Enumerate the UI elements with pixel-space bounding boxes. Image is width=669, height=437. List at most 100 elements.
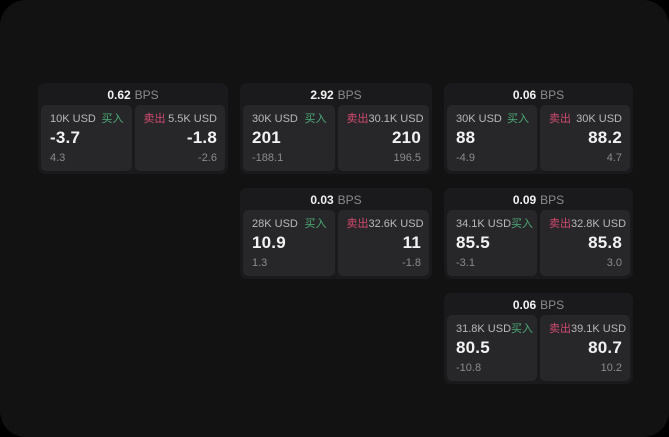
buy-delta: -4.9	[456, 152, 475, 164]
sell-delta: 4.7	[606, 152, 622, 164]
card-header: 0.06 BPS	[447, 296, 630, 315]
buy-size-label: 30K USD	[252, 113, 298, 125]
card-header: 2.92 BPS	[243, 86, 429, 105]
sell-tile[interactable]: 卖出 39.1K USD 80.7 10.2	[540, 315, 630, 381]
buy-side-label: 买入	[511, 218, 534, 230]
sell-delta: -1.8	[402, 257, 421, 269]
sell-delta: 10.2	[600, 362, 622, 374]
buy-tile-header: 30K USD 买入	[252, 113, 327, 125]
spread-bps-unit: BPS	[134, 88, 159, 102]
sell-tile[interactable]: 卖出 30K USD 88.2 4.7	[540, 105, 630, 171]
sell-price: 210	[392, 128, 421, 147]
sell-side-label: 卖出	[143, 113, 166, 125]
sell-tile-header: 卖出 32.8K USD	[549, 218, 626, 230]
sell-tile[interactable]: 卖出 30.1K USD 210 196.5	[337, 105, 429, 171]
buy-tile[interactable]: 30K USD 买入 201 -188.1	[243, 105, 335, 171]
buy-tile[interactable]: 28K USD 买入 10.9 1.3	[243, 210, 335, 276]
buy-delta: -188.1	[252, 152, 284, 164]
sell-tile[interactable]: 卖出 5.5K USD -1.8 -2.6	[134, 105, 225, 171]
buy-size-label: 28K USD	[252, 218, 298, 230]
sell-side-label: 卖出	[346, 218, 369, 230]
sell-size-label: 39.1K USD	[571, 323, 627, 335]
buy-tile-header: 30K USD 买入	[456, 113, 529, 125]
buy-price: 85.5	[456, 233, 490, 252]
sell-size-label: 32.6K USD	[368, 218, 424, 230]
price-card: 2.92 BPS 30K USD 买入 201 -188.1 卖出 30.1K …	[240, 83, 432, 174]
card-header: 0.06 BPS	[447, 86, 630, 105]
buy-side-label: 买入	[101, 113, 124, 125]
spread-bps-unit: BPS	[337, 88, 362, 102]
sell-delta: 3.0	[606, 257, 622, 269]
buy-size-label: 31.8K USD	[456, 323, 512, 335]
price-card: 0.09 BPS 34.1K USD 买入 85.5 -3.1 卖出 32.8K…	[444, 188, 633, 279]
buy-side-label: 买入	[507, 113, 529, 125]
buy-size-label: 10K USD	[50, 113, 96, 125]
sell-tile[interactable]: 卖出 32.8K USD 85.8 3.0	[540, 210, 630, 276]
sell-size-label: 30K USD	[576, 113, 622, 125]
buy-sell-panels: 10K USD 买入 -3.7 4.3 卖出 5.5K USD -1.8 -2.…	[41, 105, 225, 171]
spread-bps-value: 2.92	[310, 88, 334, 102]
buy-size-label: 30K USD	[456, 113, 502, 125]
buy-size-label: 34.1K USD	[456, 218, 512, 230]
sell-side-label: 卖出	[549, 218, 571, 230]
price-card: 0.06 BPS 31.8K USD 买入 80.5 -10.8 卖出 39.1…	[444, 293, 633, 384]
sell-tile[interactable]: 卖出 32.6K USD 11 -1.8	[337, 210, 429, 276]
sell-price: -1.8	[186, 128, 217, 147]
buy-tile[interactable]: 34.1K USD 买入 85.5 -3.1	[447, 210, 537, 276]
buy-price: -3.7	[50, 128, 81, 147]
buy-tile-header: 31.8K USD 买入	[456, 323, 533, 335]
sell-size-label: 32.8K USD	[571, 218, 627, 230]
sell-side-label: 卖出	[549, 323, 571, 335]
sell-price: 85.8	[588, 233, 622, 252]
spread-bps-value: 0.06	[512, 298, 537, 312]
sell-price: 80.7	[588, 338, 622, 357]
sell-size-label: 30.1K USD	[368, 113, 424, 125]
sell-side-label: 卖出	[549, 113, 571, 125]
sell-tile-header: 卖出 5.5K USD	[144, 113, 218, 125]
buy-delta: 1.3	[252, 257, 268, 269]
buy-delta: -3.1	[456, 257, 475, 269]
spread-bps-unit: BPS	[540, 193, 565, 207]
buy-sell-panels: 30K USD 买入 88 -4.9 卖出 30K USD 88.2 4.7	[447, 105, 630, 171]
buy-delta: 4.3	[50, 152, 66, 164]
sell-tile-header: 卖出 30K USD	[549, 113, 622, 125]
price-card: 0.03 BPS 28K USD 买入 10.9 1.3 卖出 32.6K US…	[240, 188, 432, 279]
price-card: 0.62 BPS 10K USD 买入 -3.7 4.3 卖出 5.5K USD…	[38, 83, 228, 174]
buy-side-label: 买入	[511, 323, 534, 335]
spread-bps-unit: BPS	[337, 193, 362, 207]
buy-tile-header: 34.1K USD 买入	[456, 218, 533, 230]
buy-sell-panels: 31.8K USD 买入 80.5 -10.8 卖出 39.1K USD 80.…	[447, 315, 630, 381]
sell-delta: -2.6	[198, 152, 217, 164]
spread-bps-unit: BPS	[540, 298, 565, 312]
buy-tile-header: 28K USD 买入	[252, 218, 327, 230]
card-header: 0.62 BPS	[41, 86, 225, 105]
spread-bps-unit: BPS	[540, 88, 565, 102]
buy-tile-header: 10K USD 买入	[50, 113, 124, 125]
sell-tile-header: 卖出 39.1K USD	[549, 323, 626, 335]
sell-size-label: 5.5K USD	[168, 113, 217, 125]
spread-bps-value: 0.09	[512, 193, 537, 207]
sell-price: 11	[402, 233, 421, 252]
cards-grid: 0.62 BPS 10K USD 买入 -3.7 4.3 卖出 5.5K USD…	[38, 83, 633, 384]
price-card: 0.06 BPS 30K USD 买入 88 -4.9 卖出 30K USD 8…	[444, 83, 633, 174]
buy-side-label: 买入	[304, 113, 327, 125]
spread-bps-value: 0.06	[512, 88, 537, 102]
sell-tile-header: 卖出 32.6K USD	[346, 218, 424, 230]
sell-side-label: 卖出	[346, 113, 369, 125]
buy-tile[interactable]: 31.8K USD 买入 80.5 -10.8	[447, 315, 537, 381]
buy-price: 88	[456, 128, 476, 147]
buy-price: 80.5	[456, 338, 490, 357]
buy-sell-panels: 30K USD 买入 201 -188.1 卖出 30.1K USD 210 1…	[243, 105, 429, 171]
buy-sell-panels: 28K USD 买入 10.9 1.3 卖出 32.6K USD 11 -1.8	[243, 210, 429, 276]
buy-side-label: 买入	[304, 218, 327, 230]
spread-bps-value: 0.62	[107, 88, 131, 102]
sell-price: 88.2	[588, 128, 622, 147]
spread-bps-value: 0.03	[310, 193, 334, 207]
buy-price: 10.9	[252, 233, 286, 252]
buy-delta: -10.8	[456, 362, 482, 374]
card-header: 0.03 BPS	[243, 191, 429, 210]
sell-delta: 196.5	[393, 152, 421, 164]
buy-tile[interactable]: 10K USD 买入 -3.7 4.3	[41, 105, 132, 171]
buy-tile[interactable]: 30K USD 买入 88 -4.9	[447, 105, 537, 171]
